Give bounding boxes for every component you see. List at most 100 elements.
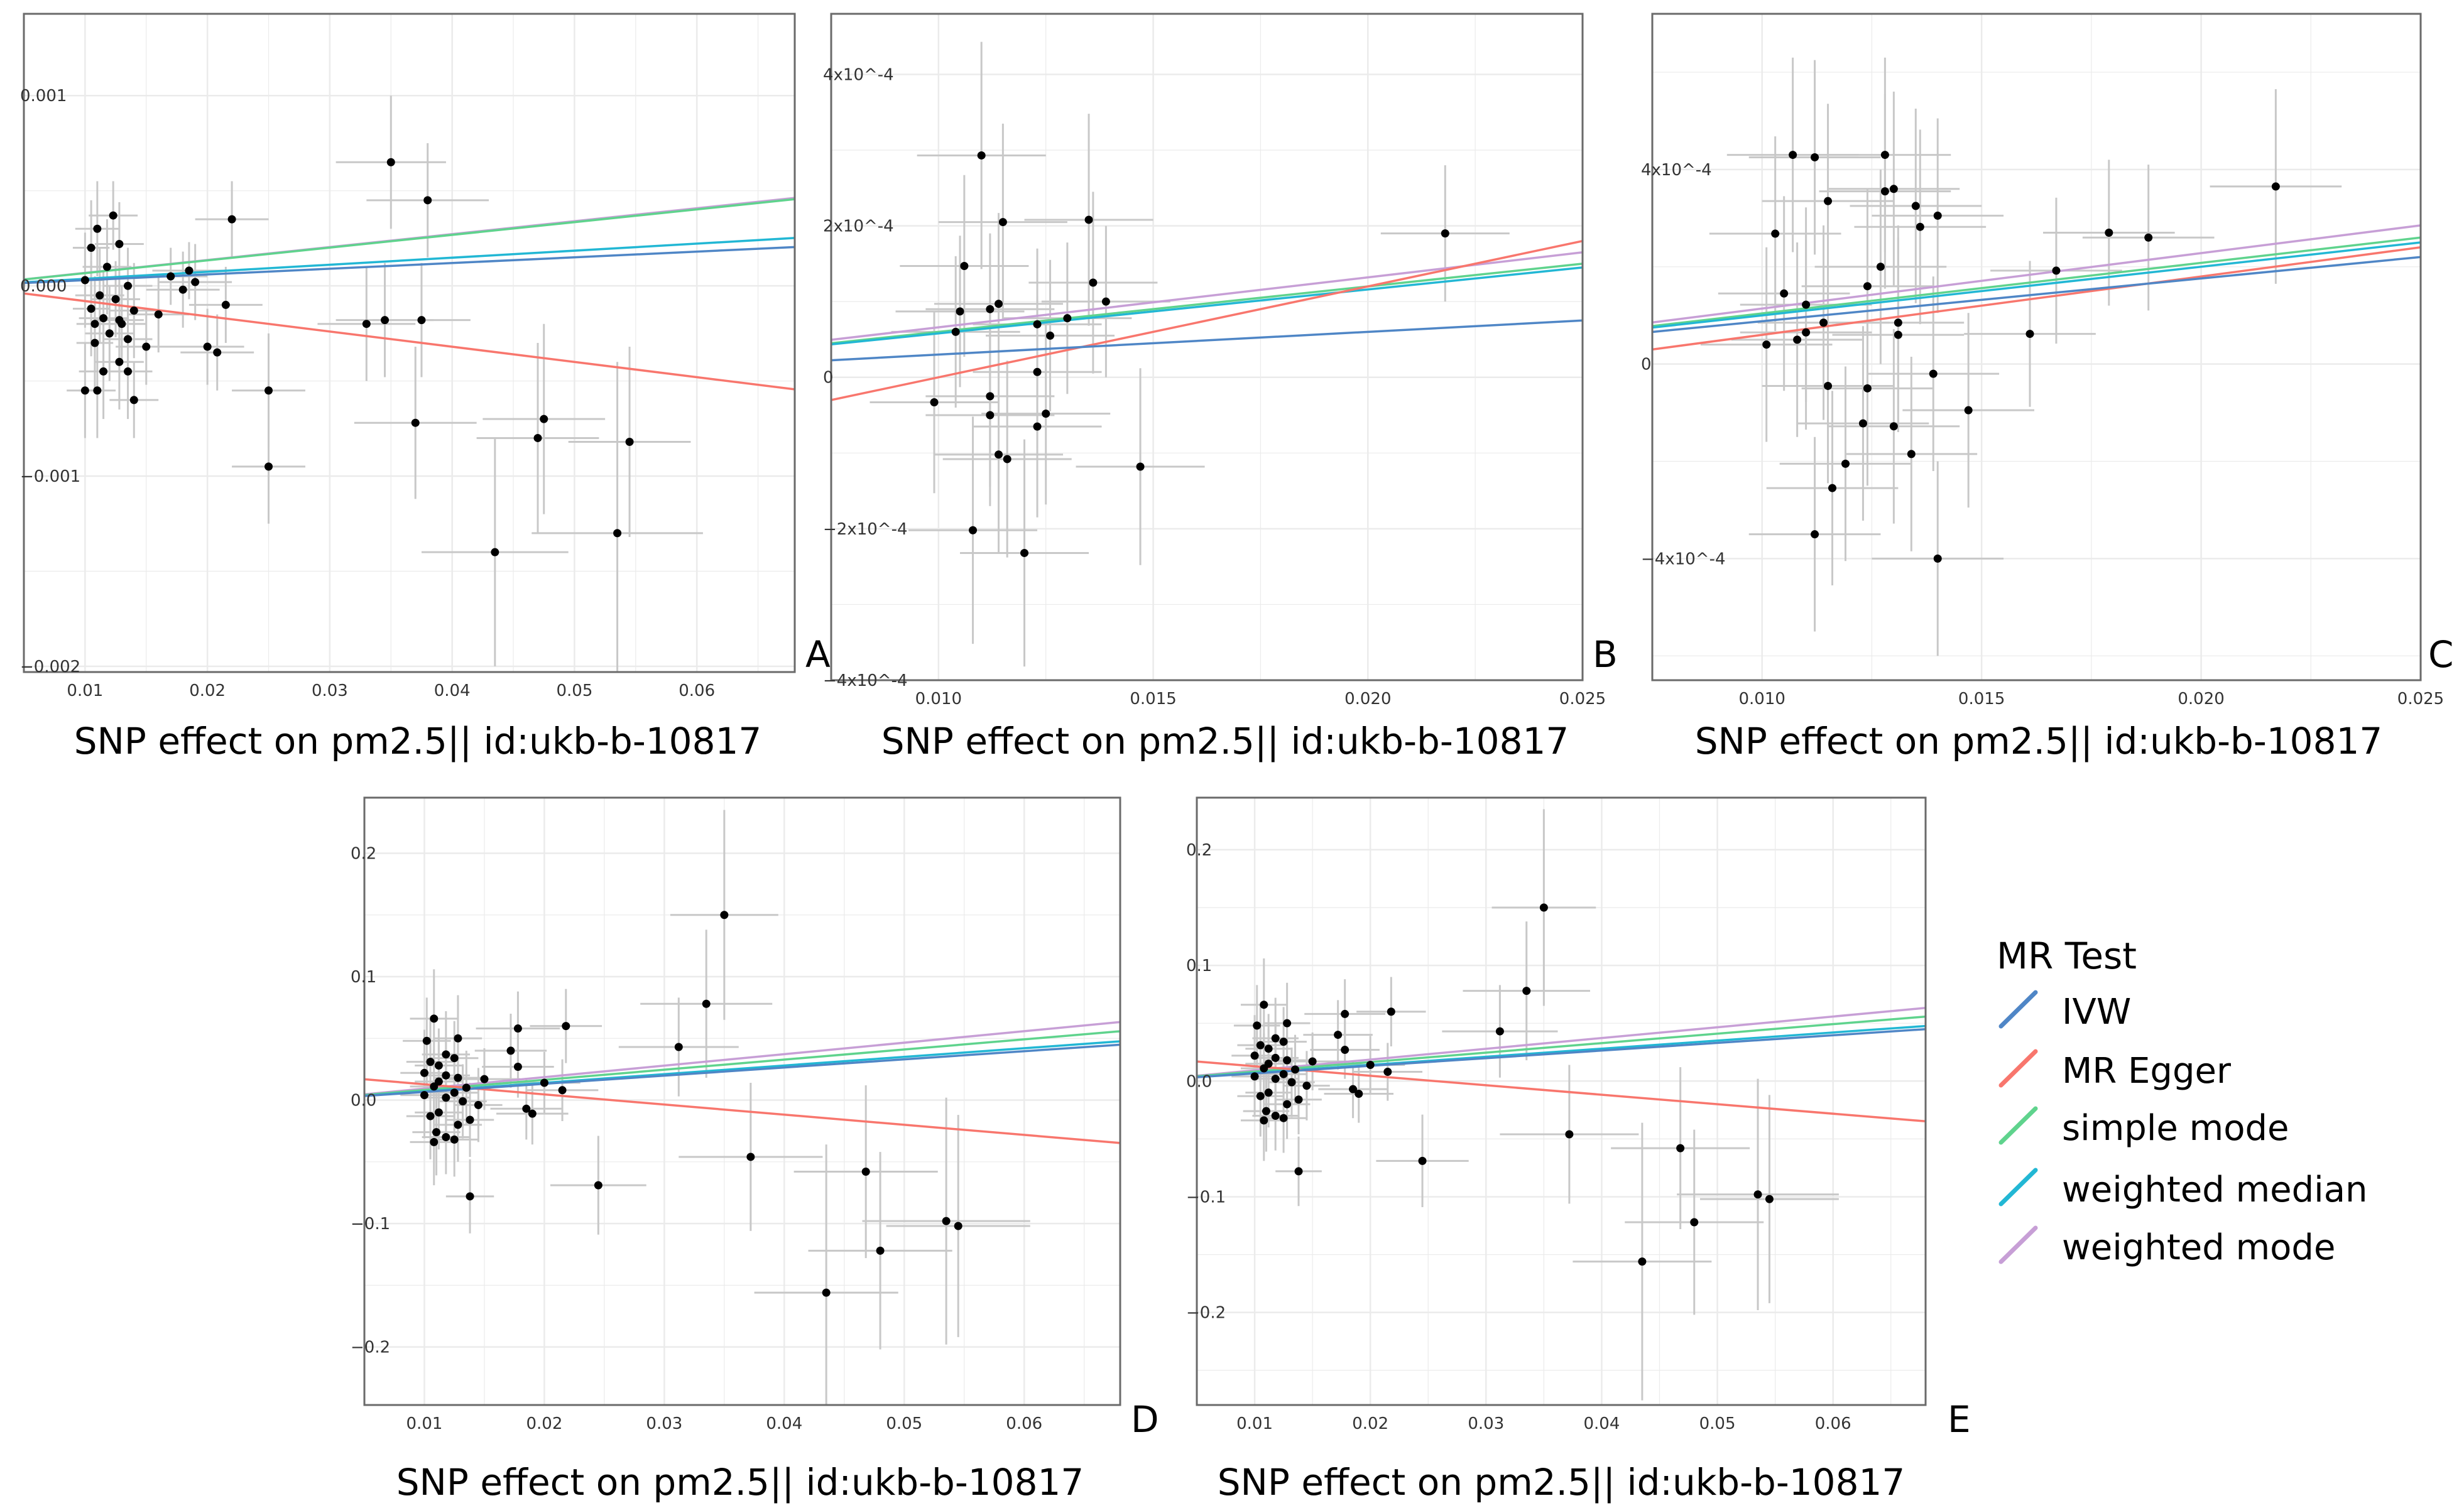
data-point	[124, 367, 133, 376]
data-point	[1366, 1060, 1375, 1069]
data-point	[2105, 229, 2113, 237]
plot-frame	[830, 13, 1584, 681]
data-point	[1863, 384, 1872, 393]
data-point	[423, 196, 432, 205]
data-point	[876, 1246, 885, 1255]
legend-label: weighted median	[2062, 1169, 2368, 1210]
y-tick-label: 0.2	[1186, 841, 1212, 860]
x-tick-label: 0.010	[1738, 690, 1785, 708]
data-point	[1287, 1078, 1296, 1087]
data-point	[1964, 406, 1973, 415]
data-point	[1933, 211, 1942, 220]
data-point	[417, 316, 426, 325]
data-point	[1250, 1051, 1259, 1060]
data-point	[956, 307, 964, 316]
data-point	[1283, 1019, 1292, 1028]
data-point	[362, 320, 371, 328]
data-point	[185, 266, 194, 275]
plot-background	[24, 14, 795, 672]
data-point	[430, 1082, 439, 1091]
data-point	[462, 1083, 471, 1092]
x-tick-label: 0.010	[915, 690, 962, 708]
x-tick-label: 0.06	[1815, 1414, 1851, 1433]
data-point	[1101, 297, 1110, 306]
data-point	[533, 433, 542, 442]
x-tick-label: 0.020	[2178, 690, 2224, 708]
mr-lines	[364, 1021, 1120, 1144]
data-point	[420, 1068, 428, 1077]
legend-label: IVW	[2062, 992, 2131, 1033]
line-mr-egger	[831, 239, 1583, 401]
data-point	[117, 320, 126, 328]
data-point	[1811, 530, 1819, 539]
panel-letter: B	[1593, 633, 1618, 676]
line-ivw	[831, 319, 1583, 362]
data-point	[1302, 1082, 1311, 1090]
legend-key	[1998, 1049, 2038, 1088]
data-point	[264, 386, 273, 395]
data-point	[1863, 282, 1872, 291]
data-point	[474, 1100, 482, 1109]
data-point	[1441, 229, 1449, 238]
data-point	[1889, 185, 1898, 193]
data-point	[986, 305, 995, 313]
line-weighted-mode	[364, 1021, 1120, 1096]
data-point	[95, 291, 104, 300]
data-point	[1020, 548, 1029, 557]
data-point	[1933, 554, 1942, 563]
panel-letter: D	[1131, 1398, 1159, 1441]
legend-key	[1998, 1168, 2038, 1207]
y-tick-label: −0.2	[351, 1338, 390, 1357]
data-point	[1841, 459, 1850, 468]
panel-letter: C	[2428, 633, 2454, 676]
data-point	[411, 418, 420, 427]
data-point	[1355, 1090, 1363, 1098]
y-tick-label: 0.1	[351, 968, 376, 987]
data-point	[1880, 187, 1889, 196]
data-point	[2144, 233, 2153, 242]
data-point	[1789, 151, 1797, 160]
x-tick-label: 0.015	[1130, 690, 1176, 708]
y-tick-label: 0.0	[1186, 1072, 1212, 1091]
data-point	[1283, 1100, 1292, 1109]
data-point	[80, 386, 89, 395]
data-point	[87, 304, 95, 313]
data-point	[1565, 1130, 1574, 1139]
legend-title: MR Test	[1997, 935, 2137, 977]
y-tick-label: 0	[1641, 355, 1652, 374]
x-tick-label: 0.01	[1236, 1414, 1273, 1433]
data-point	[2271, 182, 2280, 191]
data-point	[466, 1192, 474, 1201]
data-point	[1383, 1068, 1392, 1077]
data-point	[491, 548, 499, 556]
data-point	[1341, 1046, 1349, 1055]
data-point	[124, 281, 133, 290]
data-point	[1824, 381, 1833, 390]
data-point	[454, 1120, 462, 1129]
plot-frame	[363, 796, 1121, 1406]
data-point	[1291, 1065, 1300, 1074]
data-point	[191, 278, 200, 286]
x-tick-label: 0.03	[646, 1414, 682, 1433]
x-tick-label: 0.015	[1958, 690, 2005, 708]
data-point	[528, 1109, 537, 1118]
data-point	[1418, 1156, 1427, 1165]
legend-key	[1998, 1225, 2038, 1264]
data-point	[454, 1073, 462, 1082]
data-point	[1279, 1070, 1288, 1078]
data-point	[969, 526, 978, 534]
x-tick-label: 0.03	[1468, 1414, 1504, 1433]
plot-frame	[1196, 796, 1927, 1406]
data-point	[1824, 197, 1833, 205]
data-point	[1929, 369, 1938, 378]
data-point	[702, 999, 711, 1008]
data-point	[1334, 1031, 1343, 1039]
data-point	[1089, 278, 1098, 287]
data-point	[1271, 1053, 1280, 1062]
data-point	[1264, 1088, 1273, 1097]
line-simple-mode	[24, 198, 795, 281]
data-point	[80, 276, 89, 285]
data-point	[124, 335, 133, 344]
data-point	[434, 1108, 443, 1117]
data-point	[1522, 987, 1531, 995]
